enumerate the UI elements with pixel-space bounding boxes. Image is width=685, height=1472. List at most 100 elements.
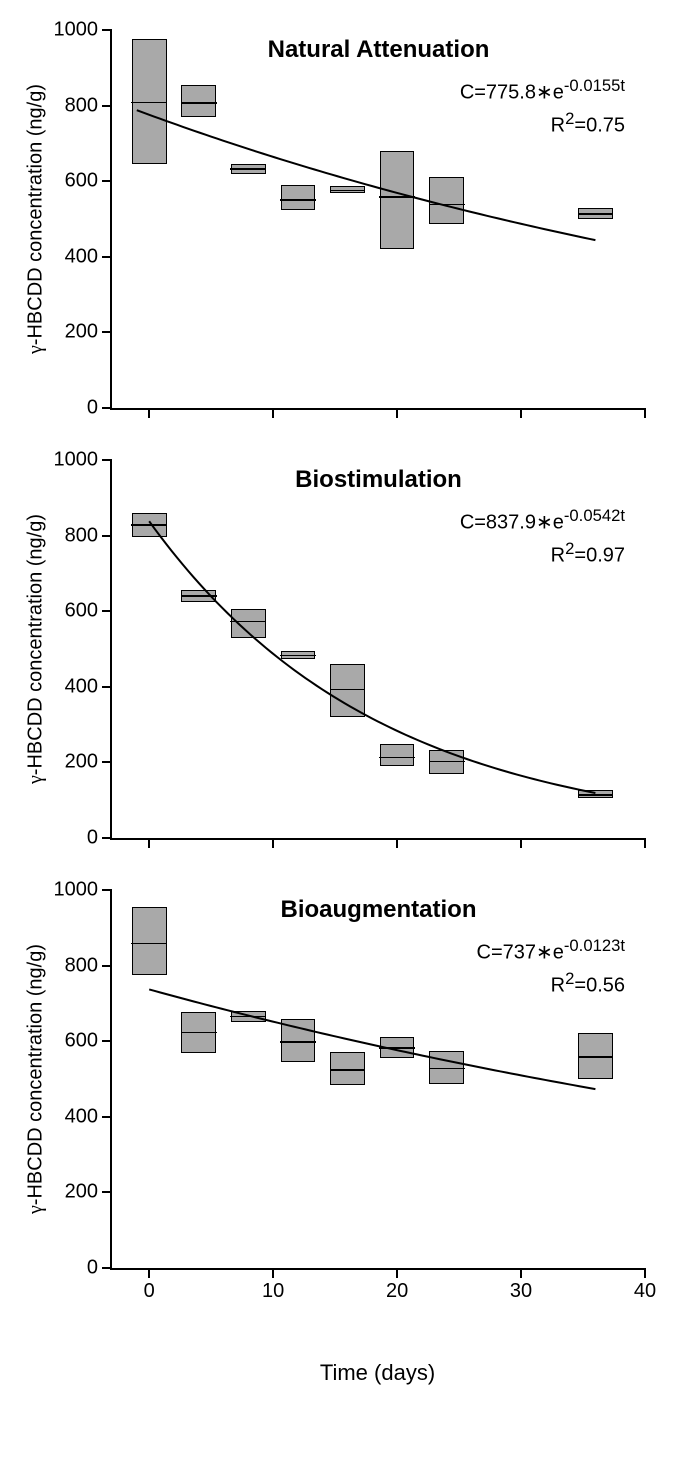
plot-area: 02004006008001000γ-HBCDD concentration (… xyxy=(110,460,645,840)
y-tick-label: 800 xyxy=(65,94,98,117)
y-tick-label: 600 xyxy=(65,1030,98,1053)
box-marker xyxy=(330,186,365,192)
box-marker xyxy=(429,1051,464,1084)
y-tick-label: 0 xyxy=(87,827,98,850)
y-tick xyxy=(102,837,112,839)
median-line xyxy=(280,1041,316,1043)
x-tick xyxy=(396,838,398,848)
y-tick-label: 800 xyxy=(65,524,98,547)
box-marker xyxy=(578,208,613,219)
box-marker xyxy=(380,151,415,249)
x-tick-label: 20 xyxy=(386,1280,408,1303)
y-tick-label: 200 xyxy=(65,751,98,774)
box-marker xyxy=(181,85,216,117)
x-tick-label: 40 xyxy=(634,1280,656,1303)
panel-title: Biostimulation xyxy=(295,466,462,494)
median-line xyxy=(230,1016,266,1018)
median-line xyxy=(379,1047,415,1049)
box-marker xyxy=(429,750,464,773)
y-tick xyxy=(102,1040,112,1042)
x-tick-label: 10 xyxy=(262,1280,284,1303)
median-line xyxy=(131,102,167,104)
equation-text: C=775.8∗e-0.0155tR2=0.75 xyxy=(460,74,625,139)
median-line xyxy=(280,199,316,201)
median-line xyxy=(330,689,366,691)
x-tick xyxy=(520,1268,522,1278)
y-tick xyxy=(102,535,112,537)
median-line xyxy=(330,190,366,192)
box-marker xyxy=(578,790,613,799)
y-tick-label: 600 xyxy=(65,170,98,193)
x-tick xyxy=(644,408,646,418)
median-line xyxy=(131,943,167,945)
box-marker xyxy=(578,1033,613,1079)
y-tick-label: 800 xyxy=(65,954,98,977)
median-line xyxy=(379,196,415,198)
x-tick xyxy=(272,408,274,418)
y-tick-label: 400 xyxy=(65,245,98,268)
x-tick xyxy=(148,838,150,848)
x-tick xyxy=(148,1268,150,1278)
y-tick-label: 400 xyxy=(65,675,98,698)
y-tick-label: 400 xyxy=(65,1105,98,1128)
y-tick xyxy=(102,29,112,31)
y-axis-label: γ-HBCDD concentration (ng/g) xyxy=(25,514,48,784)
median-line xyxy=(181,595,217,597)
y-tick xyxy=(102,1267,112,1269)
y-axis-label: γ-HBCDD concentration (ng/g) xyxy=(25,84,48,354)
x-tick xyxy=(644,1268,646,1278)
median-line xyxy=(379,757,415,759)
median-line xyxy=(578,1056,614,1058)
plot-area: 02004006008001000γ-HBCDD concentration (… xyxy=(110,30,645,410)
box-marker xyxy=(330,664,365,717)
median-line xyxy=(230,168,266,170)
plot-area: 02004006008001000010203040γ-HBCDD concen… xyxy=(110,890,645,1270)
y-tick xyxy=(102,889,112,891)
x-tick xyxy=(520,838,522,848)
y-tick xyxy=(102,459,112,461)
median-line xyxy=(330,1069,366,1071)
box-marker xyxy=(231,609,266,637)
median-line xyxy=(578,794,614,796)
figure: 02004006008001000γ-HBCDD concentration (… xyxy=(10,20,675,1386)
x-tick xyxy=(396,1268,398,1278)
median-line xyxy=(429,1068,465,1070)
y-tick xyxy=(102,610,112,612)
x-tick-label: 30 xyxy=(510,1280,532,1303)
box-marker xyxy=(231,1011,266,1022)
box-marker xyxy=(132,907,167,975)
median-line xyxy=(280,655,316,657)
median-line xyxy=(230,621,266,623)
equation-text: C=837.9∗e-0.0542tR2=0.97 xyxy=(460,504,625,569)
y-tick-label: 600 xyxy=(65,600,98,623)
y-tick xyxy=(102,180,112,182)
y-tick-label: 0 xyxy=(87,1257,98,1280)
y-tick-label: 200 xyxy=(65,1181,98,1204)
box-marker xyxy=(429,177,464,223)
panel-title: Natural Attenuation xyxy=(268,36,490,64)
y-axis-label: γ-HBCDD concentration (ng/g) xyxy=(25,944,48,1214)
median-line xyxy=(578,213,614,215)
panel-1: 02004006008001000γ-HBCDD concentration (… xyxy=(110,450,645,880)
x-tick xyxy=(148,408,150,418)
y-tick-label: 200 xyxy=(65,321,98,344)
x-axis-label: Time (days) xyxy=(110,1360,645,1386)
y-tick xyxy=(102,256,112,258)
box-marker xyxy=(281,651,316,660)
box-marker xyxy=(181,1012,216,1053)
y-tick xyxy=(102,965,112,967)
y-tick-label: 1000 xyxy=(54,449,99,472)
y-tick xyxy=(102,331,112,333)
y-tick-label: 1000 xyxy=(54,19,99,42)
median-line xyxy=(429,761,465,763)
box-marker xyxy=(132,513,167,538)
x-tick xyxy=(272,838,274,848)
median-line xyxy=(429,204,465,206)
equation-text: C=737∗e-0.0123tR2=0.56 xyxy=(477,934,626,999)
x-tick xyxy=(396,408,398,418)
y-tick xyxy=(102,1116,112,1118)
y-tick xyxy=(102,686,112,688)
panel-0: 02004006008001000γ-HBCDD concentration (… xyxy=(110,20,645,450)
y-tick-label: 1000 xyxy=(54,879,99,902)
panel-2: 02004006008001000010203040γ-HBCDD concen… xyxy=(110,880,645,1310)
